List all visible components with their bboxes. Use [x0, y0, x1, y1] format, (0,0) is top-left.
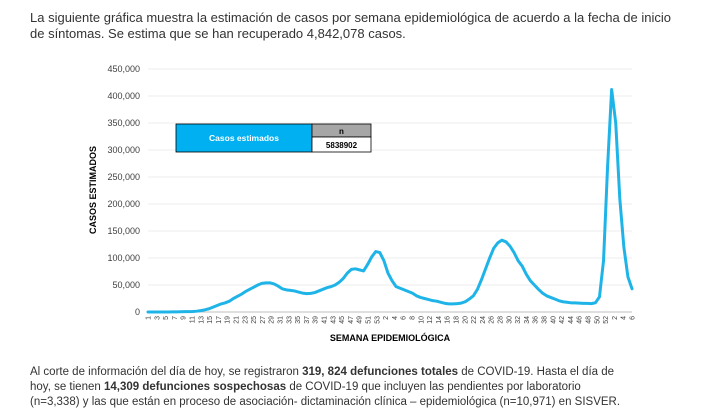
x-tick-label: 36: [533, 316, 540, 324]
chart-grid: [148, 68, 632, 286]
x-tick-label: 52: [603, 316, 610, 324]
y-tick-label: 400,000: [107, 91, 140, 101]
x-tick-label: 10: [418, 316, 425, 324]
footer-line-1-c: de COVID-19. Hasta el día de: [458, 366, 615, 378]
x-tick-label: 19: [225, 316, 232, 324]
footer-line-1-a: Al corte de información del día de hoy, …: [30, 366, 303, 378]
series-line-casos-estimados: [146, 88, 634, 314]
y-tick-label: 200,000: [107, 199, 140, 209]
footer-line-3: (n=3,338) y las que están en proceso de …: [30, 396, 621, 408]
x-tick-label: 53: [374, 316, 381, 324]
y-tick-label: 250,000: [107, 172, 140, 182]
x-tick-label: 1: [146, 316, 153, 320]
x-tick-label: 24: [480, 316, 487, 324]
footer-line-2: hoy, se tienen 14,309 defunciones sospec…: [30, 380, 694, 395]
x-tick-label: 7: [172, 316, 179, 320]
y-tick-label: 0: [135, 307, 140, 317]
x-tick-label: 17: [216, 316, 223, 324]
x-tick-label: 12: [427, 316, 434, 324]
x-tick-label: 42: [559, 316, 566, 324]
x-tick-label: 15: [207, 316, 214, 324]
x-tick-label: 2: [383, 316, 390, 320]
x-tick-label: 2: [612, 316, 619, 320]
x-tick-label: 8: [410, 316, 417, 320]
x-tick-label: 6: [401, 316, 408, 320]
legend-n-value-cell: [311, 136, 372, 153]
x-tick-label: 6: [630, 316, 637, 320]
x-tick-label: 21: [234, 316, 241, 324]
x-tick-label: 46: [577, 316, 584, 324]
x-tick-label: 13: [198, 316, 205, 324]
y-tick-label: 350,000: [107, 118, 140, 128]
y-tick-label: 300,000: [107, 145, 140, 155]
footer-text: Al corte de información del día de hoy, …: [30, 365, 694, 410]
legend-n-value: 5838902: [326, 141, 358, 150]
x-tick-label: 37: [304, 316, 311, 324]
x-tick-label: 18: [454, 316, 461, 324]
legend-table: Casos estimados n 5838902: [175, 123, 372, 153]
y-tick-label: 100,000: [107, 253, 140, 263]
x-tick-label: 4: [621, 316, 628, 320]
footer-line-2-c: de COVID-19 que incluyen las pendientes …: [286, 381, 581, 393]
x-axis-ticks: 1 3 5 7 9 11 13 15 17 19 21 23 25 27 29 31 33 35 37 39 41 43 4…: [146, 316, 637, 324]
x-tick-label: 29: [269, 316, 276, 324]
x-tick-label: 44: [568, 316, 575, 324]
x-tick-label: 35: [295, 316, 302, 324]
total-deaths-text: 319, 824 defunciones totales: [302, 366, 459, 378]
x-tick-label: 50: [594, 316, 601, 324]
intro-text: La siguiente gráfica muestra la estimaci…: [30, 10, 690, 42]
x-tick-label: 31: [278, 316, 285, 324]
legend-label-cell: [175, 123, 313, 153]
x-tick-label: 16: [445, 316, 452, 324]
footer-line-2-a: hoy, se tienen: [30, 381, 104, 393]
x-tick-label: 26: [489, 316, 496, 324]
x-tick-label: 5: [163, 316, 170, 320]
x-tick-label: 11: [190, 316, 197, 323]
legend-label: Casos estimados: [209, 133, 279, 143]
x-tick-label: 43: [330, 316, 337, 324]
x-tick-label: 41: [322, 316, 329, 324]
intro-line-2: de síntomas. Se estima que se han recupe…: [30, 26, 406, 41]
x-tick-label: 38: [542, 316, 549, 324]
legend-n-header: n: [339, 127, 344, 136]
x-tick-label: 47: [348, 316, 355, 324]
x-tick-label: 23: [242, 316, 249, 324]
y-tick-label: 50,000: [112, 280, 140, 290]
y-tick-label: 150,000: [107, 226, 140, 236]
x-tick-label: 4: [392, 316, 399, 320]
y-axis-label: CASOS ESTIMADOS: [88, 146, 98, 234]
x-tick-label: 30: [506, 316, 513, 324]
y-axis-ticks: 0 50,000 100,000 150,000 200,000 250,000 300,0…: [107, 64, 140, 317]
x-tick-label: 14: [436, 316, 443, 324]
x-tick-label: 39: [313, 316, 320, 324]
x-tick-label: 51: [366, 316, 373, 324]
intro-line-1: La siguiente gráfica muestra la estimaci…: [30, 10, 671, 25]
y-tick-label: 450,000: [107, 64, 140, 74]
x-tick-label: 40: [550, 316, 557, 324]
footer-line-1: Al corte de información del día de hoy, …: [30, 365, 694, 380]
x-tick-label: 25: [251, 316, 258, 324]
suspected-deaths-text: 14,309 defunciones sospechosas: [103, 381, 287, 393]
x-tick-label: 33: [286, 316, 293, 324]
x-axis-label: SEMANA EPIDEMIOLÓGICA: [330, 332, 451, 343]
x-tick-label: 32: [515, 316, 522, 324]
x-tick-label: 28: [498, 316, 505, 324]
x-tick-label: 34: [524, 316, 531, 324]
x-tick-label: 48: [586, 316, 593, 324]
x-tick-label: 45: [339, 316, 346, 324]
x-tick-label: 9: [181, 316, 188, 320]
x-tick-label: 20: [462, 316, 469, 324]
x-tick-label: 27: [260, 316, 267, 324]
x-tick-label: 22: [471, 316, 478, 324]
cases-line-chart: 0 50,000 100,000 150,000 200,000 250,000 300,0…: [88, 64, 637, 343]
x-tick-label: 3: [154, 316, 161, 320]
x-tick-label: 49: [357, 316, 364, 324]
